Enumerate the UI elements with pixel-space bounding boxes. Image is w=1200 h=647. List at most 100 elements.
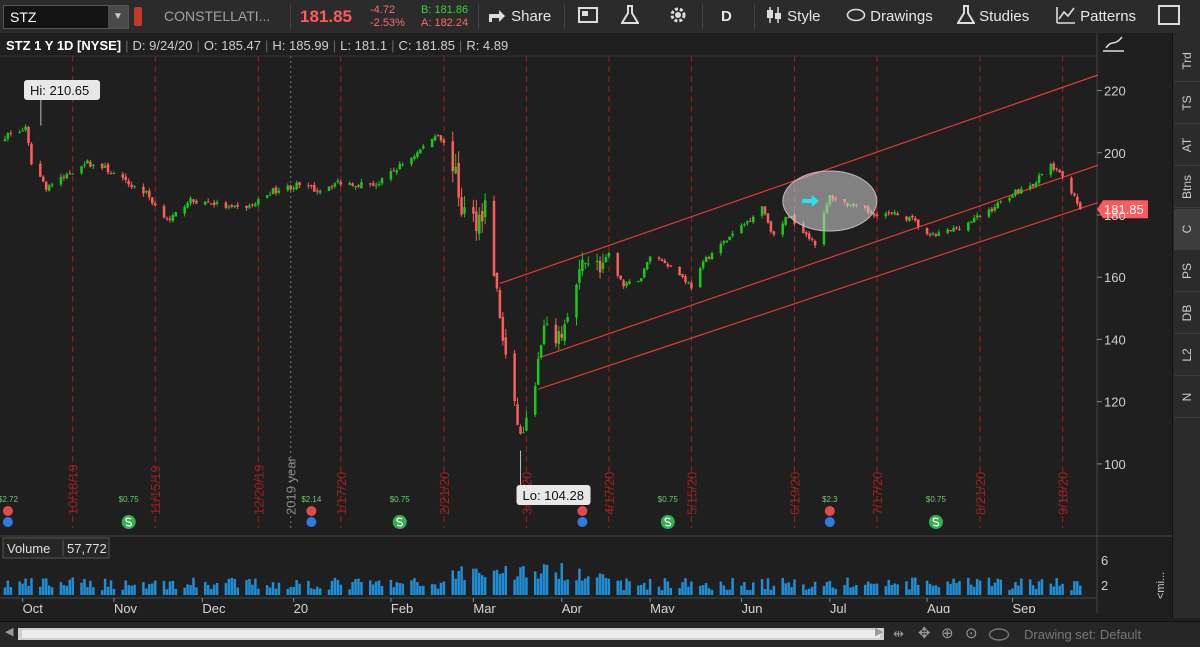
candle-body: [65, 174, 69, 179]
scroll-right-icon[interactable]: ▶: [875, 626, 884, 638]
candle-body: [787, 216, 790, 218]
reset-zoom-icon[interactable]: ⊙: [965, 625, 978, 642]
volume-bar: [996, 578, 1000, 595]
flexible-grid-button[interactable]: [578, 0, 598, 33]
volume-bar: [480, 575, 484, 595]
earnings-icon[interactable]: [824, 506, 835, 516]
candle-body: [595, 261, 599, 263]
chart-mode-icon[interactable]: [1103, 36, 1124, 52]
sidebar-tab-btns[interactable]: Btns: [1174, 167, 1200, 208]
volume-bar: [339, 584, 343, 595]
earnings-info-icon[interactable]: [824, 517, 835, 527]
candle-body: [890, 212, 893, 214]
candle-body: [348, 182, 351, 185]
sidebar-tab-l2[interactable]: L2: [1174, 335, 1200, 376]
sidebar-tab-at[interactable]: AT: [1174, 125, 1200, 166]
price-chart[interactable]: 10/18/1911/15/1912/20/191/17/202/21/203/…: [0, 33, 1172, 616]
chevron-down-icon[interactable]: ▼: [108, 6, 128, 28]
drawing-ellipse-icon[interactable]: [988, 628, 1010, 641]
aggregation-period[interactable]: D: [721, 8, 732, 25]
candle-body: [1079, 202, 1082, 210]
candle-body: [542, 325, 546, 344]
volume-bar: [498, 574, 502, 595]
volume-bar: [44, 578, 48, 595]
chart-scrollbar[interactable]: [18, 628, 884, 640]
earnings-icon[interactable]: [577, 506, 588, 516]
earnings-icon[interactable]: [306, 506, 317, 516]
candle-body: [295, 182, 298, 190]
candle-body: [607, 253, 611, 257]
volume-bar: [554, 572, 558, 595]
date-marker-label: 8/21/20: [973, 472, 988, 515]
sidebar-tab-ps[interactable]: PS: [1174, 251, 1200, 292]
volume-bar: [999, 579, 1002, 595]
channel-line[interactable]: [537, 201, 1099, 390]
volume-bar: [71, 577, 74, 595]
volume-bar: [740, 585, 743, 595]
candle-body: [1040, 174, 1044, 176]
candle-body: [669, 265, 673, 267]
volume-bar: [460, 566, 463, 595]
candle-body: [663, 260, 667, 264]
candle-body: [286, 185, 290, 191]
patterns-menu[interactable]: Patterns: [1056, 0, 1136, 33]
earnings-icon[interactable]: [2, 506, 13, 516]
x-month-label: Jun: [741, 601, 762, 613]
candle-body: [430, 139, 434, 148]
settings-button[interactable]: [668, 0, 688, 33]
scroll-thumb[interactable]: [22, 630, 880, 638]
symbol-selector[interactable]: STZ ▼: [3, 5, 129, 29]
volume-bar: [619, 580, 622, 595]
candle-body: [92, 164, 95, 167]
pan-icon[interactable]: ✥: [918, 625, 931, 642]
candle-body: [972, 217, 976, 223]
chart-pane[interactable]: 10/18/1911/15/1912/20/191/17/202/21/203/…: [0, 33, 1172, 616]
share-button[interactable]: Share: [487, 0, 551, 33]
earnings-info-icon[interactable]: [577, 517, 588, 527]
candle-body: [439, 135, 443, 141]
volume-bar: [145, 588, 148, 595]
volume-bar: [377, 580, 381, 595]
sidebar-tab-db[interactable]: DB: [1174, 293, 1200, 334]
volume-bar: [896, 584, 899, 595]
volume-bar: [189, 585, 192, 595]
channel-line[interactable]: [537, 164, 1099, 359]
scroll-left-icon[interactable]: ◀: [5, 626, 14, 638]
sidebar-tab-ts[interactable]: TS: [1174, 83, 1200, 124]
volume-bar: [286, 588, 290, 595]
style-menu[interactable]: Style: [765, 0, 821, 33]
candle-body: [1031, 184, 1035, 187]
earnings-info-icon[interactable]: [306, 517, 317, 527]
candle-body: [274, 187, 278, 194]
volume-bar: [371, 584, 375, 595]
expand-time-icon[interactable]: ⇹: [893, 626, 904, 641]
volume-bar: [575, 580, 578, 595]
volume-bar: [230, 577, 234, 595]
studies-menu[interactable]: Studies: [956, 0, 1029, 33]
highlight-ellipse[interactable]: [782, 170, 878, 232]
volume-bar: [251, 584, 254, 595]
date-marker-label: 6/19/20: [787, 472, 802, 515]
chart-header: STZ 1 Y 1D [NYSE] | D: 9/24/20 | O: 185.47 | H…: [6, 38, 508, 53]
date-marker-label: 4/17/20: [602, 472, 617, 515]
header-separator: |: [125, 38, 128, 53]
earnings-info-icon[interactable]: [2, 517, 13, 527]
studies-flask-button[interactable]: [620, 0, 640, 33]
volume-bar: [772, 585, 776, 595]
volume-bar: [248, 579, 251, 595]
y-tick-label: 120: [1104, 395, 1126, 410]
drawing-set-label[interactable]: Drawing set: Default: [1024, 627, 1142, 642]
candle-body: [83, 164, 86, 166]
date-marker-label: 2/21/20: [437, 472, 452, 515]
sidebar-tab-n[interactable]: N: [1174, 377, 1200, 418]
volume-bar: [869, 583, 873, 595]
drawings-menu[interactable]: Drawings: [846, 0, 933, 33]
volume-bar: [916, 584, 920, 595]
candle-body: [657, 257, 661, 259]
sidebar-tab-c[interactable]: C: [1174, 209, 1200, 250]
sidebar-tab-trd[interactable]: Trd: [1174, 41, 1200, 82]
zoom-icon[interactable]: ⊕: [941, 625, 954, 642]
volume-bar: [557, 578, 561, 595]
toolbar-right-button[interactable]: [1158, 0, 1180, 33]
link-color-tag[interactable]: [134, 7, 142, 26]
